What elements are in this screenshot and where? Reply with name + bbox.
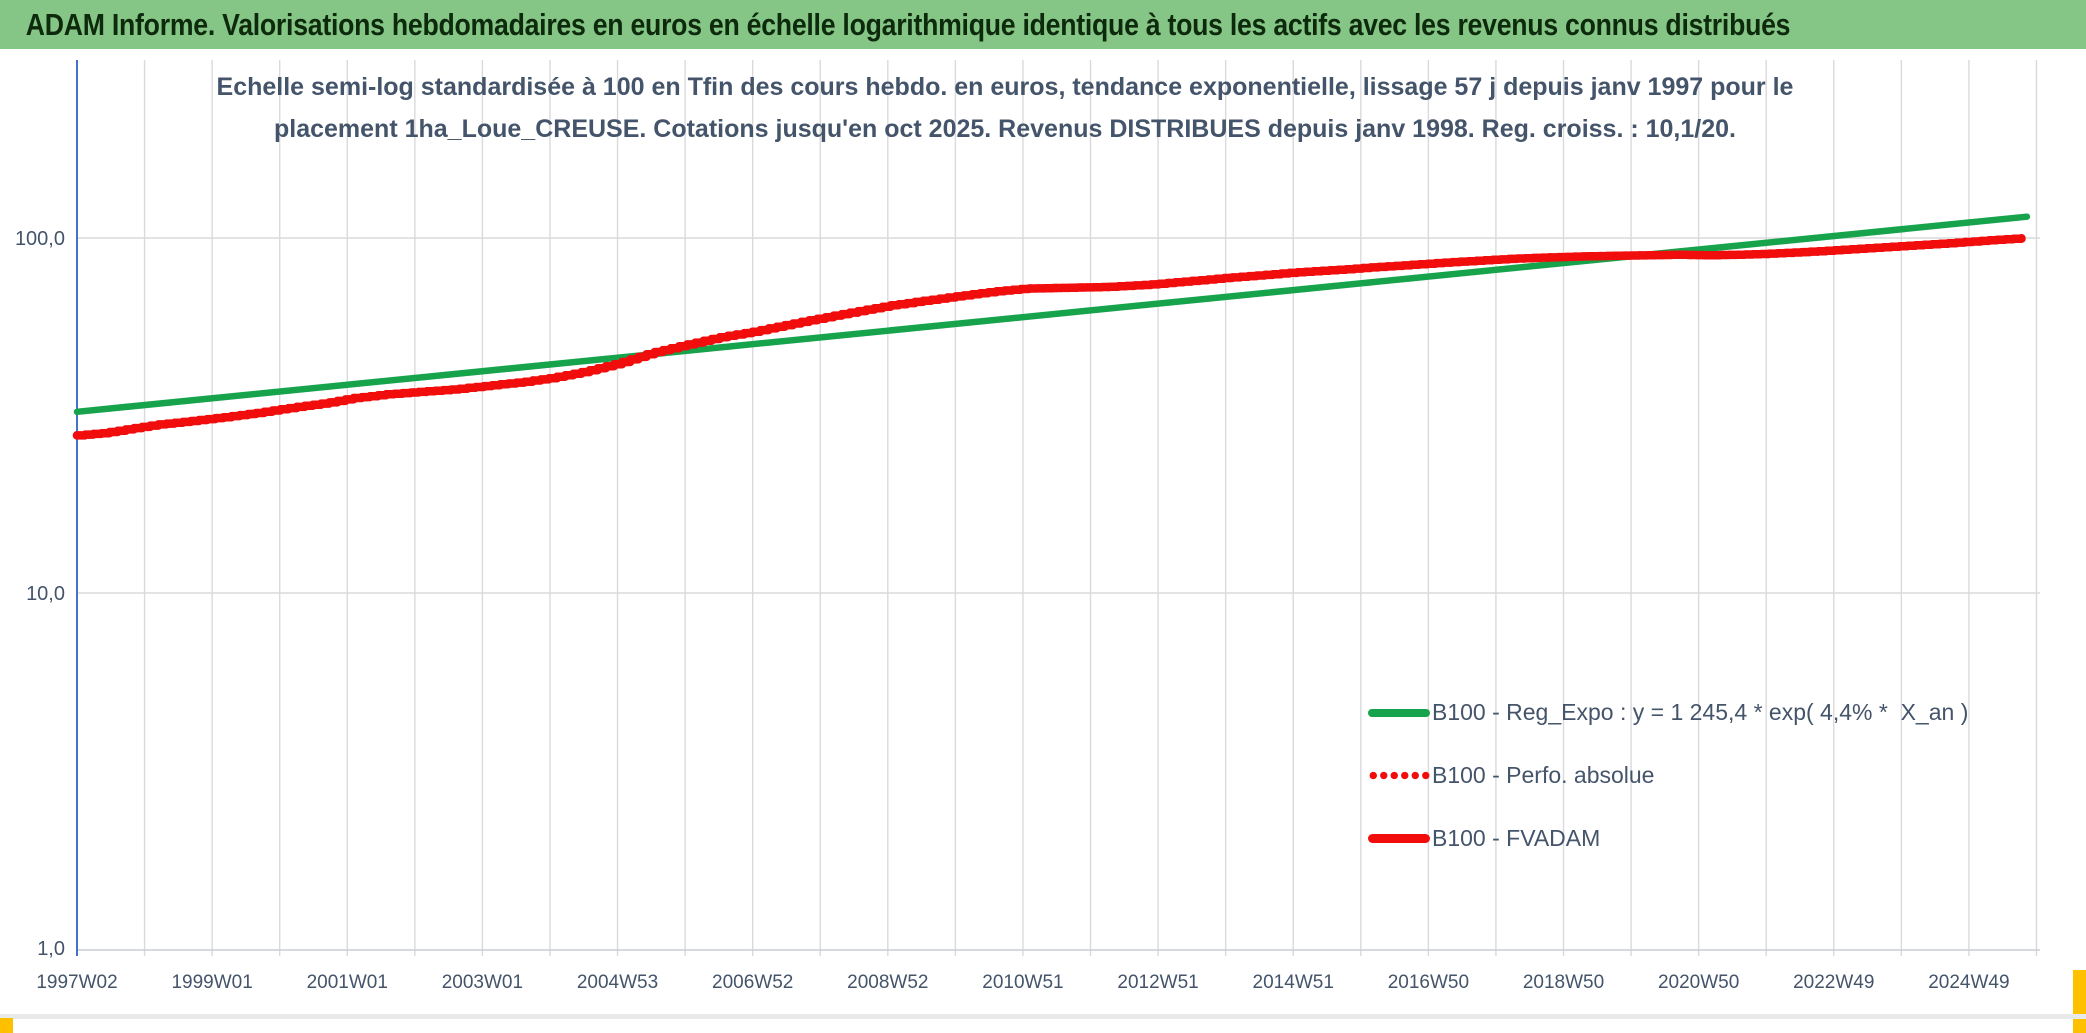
chart-legend: B100 - Reg_Expo : y = 1 245,4 * exp( 4,4… [1368, 681, 1968, 870]
legend-label: B100 - Perfo. absolue [1432, 762, 1655, 788]
red-line-swatch-icon [1368, 834, 1430, 843]
corner-marker-bottom-right [2073, 1019, 2086, 1033]
x-axis-tick-label: 2014W51 [1253, 972, 1334, 993]
legend-label: B100 - Reg_Expo : y = 1 245,4 * exp( 4,4… [1432, 699, 1969, 725]
legend-item-fvadam: B100 - FVADAM [1368, 807, 1968, 870]
x-axis-tick-label: 2020W50 [1658, 972, 1739, 993]
x-axis-tick-label: 2003W01 [442, 972, 523, 993]
legend-item-reg-expo: B100 - Reg_Expo : y = 1 245,4 * exp( 4,4… [1368, 681, 1968, 744]
title-bar: ADAM Informe. Valorisations hebdomadaire… [0, 0, 2086, 49]
x-axis-tick-label: 2006W52 [712, 972, 793, 993]
series-line-b100-reg-expo [73, 213, 2031, 416]
series-line-b100-perfo-absolue [72, 234, 2026, 440]
x-axis-tick-label: 2012W51 [1117, 972, 1198, 993]
green-line-swatch-icon [1368, 708, 1430, 717]
x-axis-tick-label: 2022W49 [1793, 972, 1874, 993]
y-axis-tick-label: 1,0 [37, 938, 65, 960]
corner-marker-bottom-left [0, 1018, 13, 1033]
corner-marker-right-edge [2073, 970, 2086, 1014]
y-axis-tick-label: 10,0 [26, 583, 65, 605]
chart-area: 100,0 10,0 1,0 1997W02 1999W01 2001W01 2003W01… [0, 49, 2086, 1014]
x-axis-tick-label: 2008W52 [847, 972, 928, 993]
legend-label: B100 - FVADAM [1432, 825, 1601, 851]
x-axis-tick-label: 2018W50 [1523, 972, 1604, 993]
x-axis-tick-label: 2024W49 [1928, 972, 2009, 993]
x-axis-tick-label: 2004W53 [577, 972, 658, 993]
y-axis-tick-label: 100,0 [15, 228, 65, 250]
series-line-b100-fvadam [72, 234, 2026, 440]
page-title: ADAM Informe. Valorisations hebdomadaire… [25, 6, 1791, 42]
bottom-divider [0, 1014, 2086, 1019]
x-axis-tick-label: 1999W01 [171, 972, 252, 993]
x-axis-tick-label: 2001W01 [307, 972, 388, 993]
x-axis-tick-label: 2016W50 [1388, 972, 1469, 993]
legend-item-perfo-absolue: B100 - Perfo. absolue [1368, 744, 1968, 807]
x-axis-tick-label: 2010W51 [982, 972, 1063, 993]
red-dotted-line-swatch-icon [1368, 771, 1430, 780]
x-axis-tick-label: 1997W02 [36, 972, 117, 993]
chart-plot: 100,0 10,0 1,0 1997W02 1999W01 2001W01 2003W01… [15, 60, 2040, 993]
